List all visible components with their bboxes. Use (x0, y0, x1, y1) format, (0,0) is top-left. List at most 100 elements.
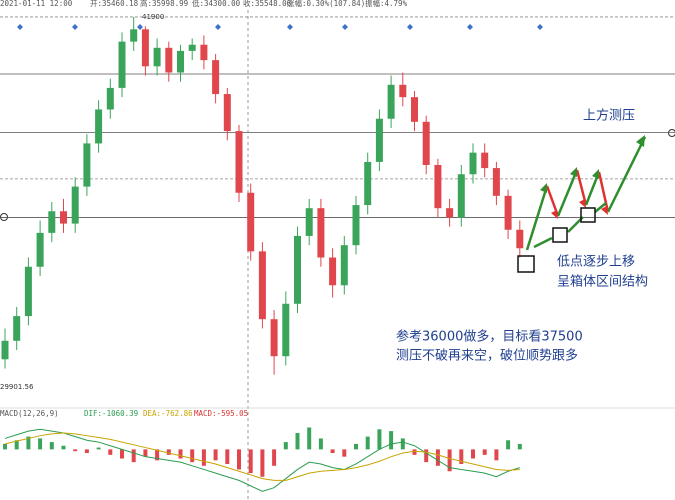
candle-body (270, 319, 278, 357)
macd-bar (377, 429, 382, 450)
candle-body (141, 29, 149, 67)
macd-bar (166, 449, 171, 455)
macd-bar (283, 442, 288, 450)
macd-bar (38, 438, 43, 450)
macd-dea: DEA:-762.86 (143, 409, 193, 418)
tooltip-low: 低:34300.00 (192, 0, 241, 8)
candle-body (247, 192, 255, 252)
macd-bar (178, 449, 183, 459)
macd-bar (96, 447, 101, 450)
candle-body (422, 121, 430, 165)
candle-body (504, 195, 512, 230)
candle-body (481, 152, 489, 169)
candle-body (83, 143, 91, 187)
tooltip-high: 高:35998.99 (140, 0, 188, 8)
annotation: 参考36000做多，目标看37500 (396, 329, 583, 345)
macd-bar (225, 449, 230, 464)
arrow-heads (540, 135, 645, 219)
dif-line (4, 428, 520, 492)
macd-bar (389, 431, 394, 450)
candle-body (130, 29, 138, 42)
candle-body (24, 266, 32, 317)
macd-bar (155, 449, 160, 461)
candle-body (364, 161, 372, 206)
macd-bar (424, 449, 429, 463)
min-label: 29901.56 (0, 383, 34, 391)
candle-body (399, 84, 407, 98)
candle-body (282, 303, 290, 357)
macd-bar (190, 449, 195, 463)
candle-body (258, 251, 266, 320)
macd-bar (49, 442, 54, 450)
candle-body (235, 131, 243, 193)
candle-body (387, 84, 395, 119)
macd-bar (14, 440, 19, 450)
candle-body (340, 245, 348, 286)
candle-body (317, 208, 325, 258)
macd-bar (295, 432, 300, 450)
candle-body (457, 174, 465, 218)
macd-bar (494, 449, 499, 461)
macd-bar (3, 443, 7, 450)
macd-bar (307, 427, 312, 450)
candle-body (352, 205, 360, 246)
candle-body (411, 97, 418, 122)
macd-bar (318, 438, 323, 450)
candle-body (106, 87, 114, 110)
candle-body (434, 164, 442, 209)
annotation: 低点逐步上移 (557, 255, 635, 270)
macd-bar (201, 449, 206, 466)
macd-bar (435, 449, 440, 466)
macd-bar (482, 449, 487, 455)
tooltip-change: 涨幅:0.30%(107.84) (287, 0, 365, 8)
tooltip-time: 2021-01-11 12:00 (0, 0, 73, 8)
candle-body (153, 47, 161, 67)
macd-bar (73, 449, 78, 452)
candle-body (329, 257, 337, 286)
tooltip-close: 收:35548.06 (243, 0, 292, 8)
candle-body (223, 94, 231, 132)
candle-body (71, 186, 79, 224)
macd-bar (330, 449, 335, 454)
candle-body (212, 60, 220, 95)
annotation-boxes (517, 207, 596, 273)
macd-bar (213, 449, 218, 461)
macd-bar (272, 449, 277, 466)
macd-bar (400, 438, 405, 450)
tooltip-open: 开:35460.18 (90, 0, 139, 8)
macd-bar (143, 449, 148, 457)
macd-bar (342, 449, 347, 457)
macd-bar (131, 449, 136, 463)
candle-body (165, 47, 173, 73)
macd-bar (354, 443, 358, 450)
dea-line (4, 432, 520, 481)
macd-bar (248, 449, 253, 474)
macd-bar (459, 449, 464, 464)
macd-bar (260, 449, 265, 477)
macd-dif: DIF:-1060.39 (84, 409, 138, 418)
candle-body (118, 41, 126, 88)
annotation: 测压不破再来空，破位顺势跟多 (396, 348, 578, 364)
macd-bar (365, 436, 370, 450)
macd-bar (447, 449, 452, 472)
macd-bar (26, 436, 31, 450)
candle-body (48, 211, 56, 233)
candle-body (60, 211, 67, 224)
candle-body (188, 44, 196, 51)
macd-bar (84, 449, 89, 454)
candle-body (1, 340, 9, 360)
macd-bar (237, 449, 241, 470)
line-handle (0, 213, 8, 221)
macd-bar (506, 440, 511, 450)
macd-value: MACD:-595.05 (194, 409, 248, 418)
macd-bar (471, 449, 475, 459)
candle-body (516, 229, 524, 249)
macd-bar (61, 445, 66, 450)
candle-body (446, 208, 454, 218)
candle-body (200, 44, 208, 61)
macd-bar (517, 443, 522, 450)
candle-body (36, 232, 44, 267)
candle-body (294, 235, 301, 304)
candle-body (469, 152, 477, 175)
